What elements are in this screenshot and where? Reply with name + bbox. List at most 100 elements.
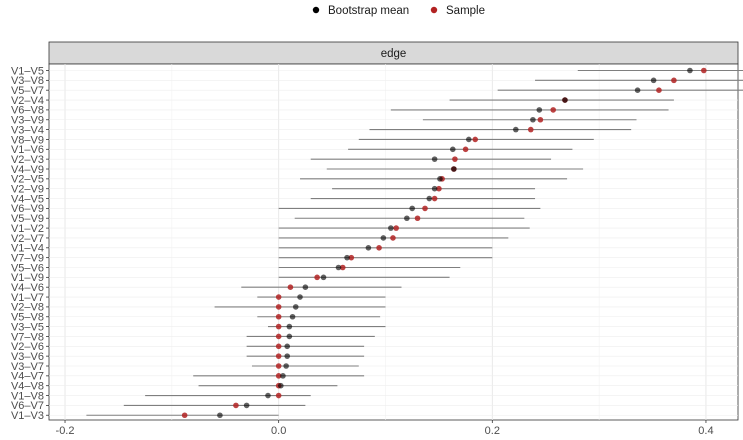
y-tick-label: V6–V8 (11, 105, 44, 117)
y-tick-label: V3–V8 (11, 75, 44, 87)
bootstrap-mean-point (431, 156, 438, 162)
sample-point (275, 343, 282, 350)
y-tick-label: V3–V4 (11, 124, 44, 136)
bootstrap-mean-point (513, 126, 519, 133)
bootstrap-mean-point (297, 294, 303, 300)
sample-point (275, 392, 282, 399)
sample-point (275, 313, 282, 320)
y-tick-label: V6–V9 (11, 203, 44, 215)
bootstrap-mean-point (365, 245, 372, 251)
sample-point (233, 402, 239, 409)
y-tick-label: V2–V3 (11, 154, 44, 166)
x-tick-label: 0.4 (698, 425, 713, 437)
sample-point (314, 274, 320, 281)
y-tick-label: V4–V6 (11, 282, 44, 294)
bootstrap-mean-point (404, 215, 410, 222)
sample-point (393, 225, 399, 231)
bootstrap-mean-point (426, 195, 433, 202)
y-tick-label: V2–V7 (11, 233, 44, 245)
sample-point (275, 294, 282, 300)
sample-point (527, 126, 534, 133)
sample-point (348, 254, 355, 261)
y-tick-label: V1–V9 (11, 272, 44, 284)
sample-point (462, 146, 469, 153)
x-tick-label: 0.2 (485, 425, 500, 437)
sample-point (452, 156, 458, 162)
bootstrap-mean-point (650, 77, 657, 84)
bootstrap-mean-point (536, 107, 543, 113)
sample-point (181, 412, 188, 419)
x-tick-label: 0.0 (271, 425, 286, 437)
y-tick-label: V5–V7 (11, 85, 44, 97)
bootstrap-mean-point (278, 382, 284, 389)
y-tick-label: V2–V4 (11, 95, 44, 107)
bootstrap-mean-point (335, 264, 342, 271)
sample-point (275, 373, 282, 379)
sample-point (701, 67, 707, 74)
y-tick-label: V2–V9 (11, 184, 44, 196)
sample-point (275, 363, 282, 369)
y-tick-label: V4–V7 (11, 371, 44, 383)
bootstrap-mean-point (437, 176, 443, 182)
bootstrap-mean-point (409, 205, 415, 212)
sample-point (537, 116, 544, 123)
bootstrap-mean-point (284, 353, 291, 359)
y-tick-label: V5–V9 (11, 213, 44, 225)
bootstrap-mean-point (634, 87, 641, 93)
bootstrap-mean-point (243, 402, 250, 409)
sample-point (275, 304, 282, 310)
y-tick-label: V1–V4 (11, 243, 44, 255)
y-tick-label: V3–V9 (11, 115, 44, 127)
bootstrap-mean-point (302, 284, 309, 291)
legend-marker-sample (430, 6, 438, 14)
y-tick-label: V2–V8 (11, 302, 44, 314)
sample-point (339, 264, 346, 271)
sample-point (275, 323, 282, 330)
bootstrap-mean-point (284, 343, 291, 350)
bootstrap-mean-point (380, 235, 387, 241)
sample-point (671, 77, 677, 84)
sample-point (431, 195, 438, 202)
bootstrap-mean-point (451, 166, 457, 172)
x-tick-label: -0.2 (56, 425, 75, 437)
facet-strip-label: edge (381, 48, 407, 60)
y-tick-label: V4–V5 (11, 193, 44, 205)
y-tick-label: V7–V9 (11, 252, 44, 264)
sample-point (376, 245, 382, 251)
y-tick-label: V3–V6 (11, 351, 44, 363)
bootstrap-mean-point (320, 274, 327, 281)
y-tick-label: V8–V9 (11, 134, 44, 146)
y-tick-label: V1–V2 (11, 223, 44, 235)
y-tick-label: V1–V7 (11, 292, 44, 304)
bootstrap-mean-point (283, 363, 289, 369)
bootstrap-mean-point (687, 67, 693, 74)
bootstrap-mean-point (431, 185, 438, 192)
y-tick-label: V1–V6 (11, 144, 44, 156)
y-tick-label: V4–V9 (11, 164, 44, 176)
legend: Bootstrap mean Sample (312, 5, 485, 17)
y-tick-label: V2–V6 (11, 341, 44, 353)
bootstrap-mean-point (466, 136, 472, 143)
sample-point (275, 333, 282, 340)
y-tick-label: V4–V8 (11, 381, 44, 393)
sample-point (287, 284, 294, 291)
axis-layer: V1–V5V3–V8V5–V7V2–V4V6–V8V3–V9V3–V4V8–V9… (11, 65, 714, 437)
data-layer (86, 67, 743, 419)
bootstrap-mean-point (286, 323, 293, 330)
sample-point (414, 215, 421, 222)
bootstrap-mean-point (388, 225, 394, 231)
legend-label-bootstrap-mean: Bootstrap mean (328, 5, 409, 17)
bootstrap-mean-point (449, 146, 456, 153)
y-tick-label: V1–V3 (11, 410, 44, 422)
sample-point (436, 185, 442, 192)
sample-point (390, 235, 396, 241)
bootstrap-mean-point (344, 254, 350, 261)
sample-point (656, 87, 662, 93)
sample-point (422, 205, 428, 212)
bootstrap-mean-point (530, 116, 536, 123)
y-tick-label: V1–V8 (11, 390, 44, 402)
bootstrap-mean-point (280, 373, 286, 379)
y-tick-label: V5–V8 (11, 312, 44, 324)
y-tick-label: V7–V8 (11, 331, 44, 343)
